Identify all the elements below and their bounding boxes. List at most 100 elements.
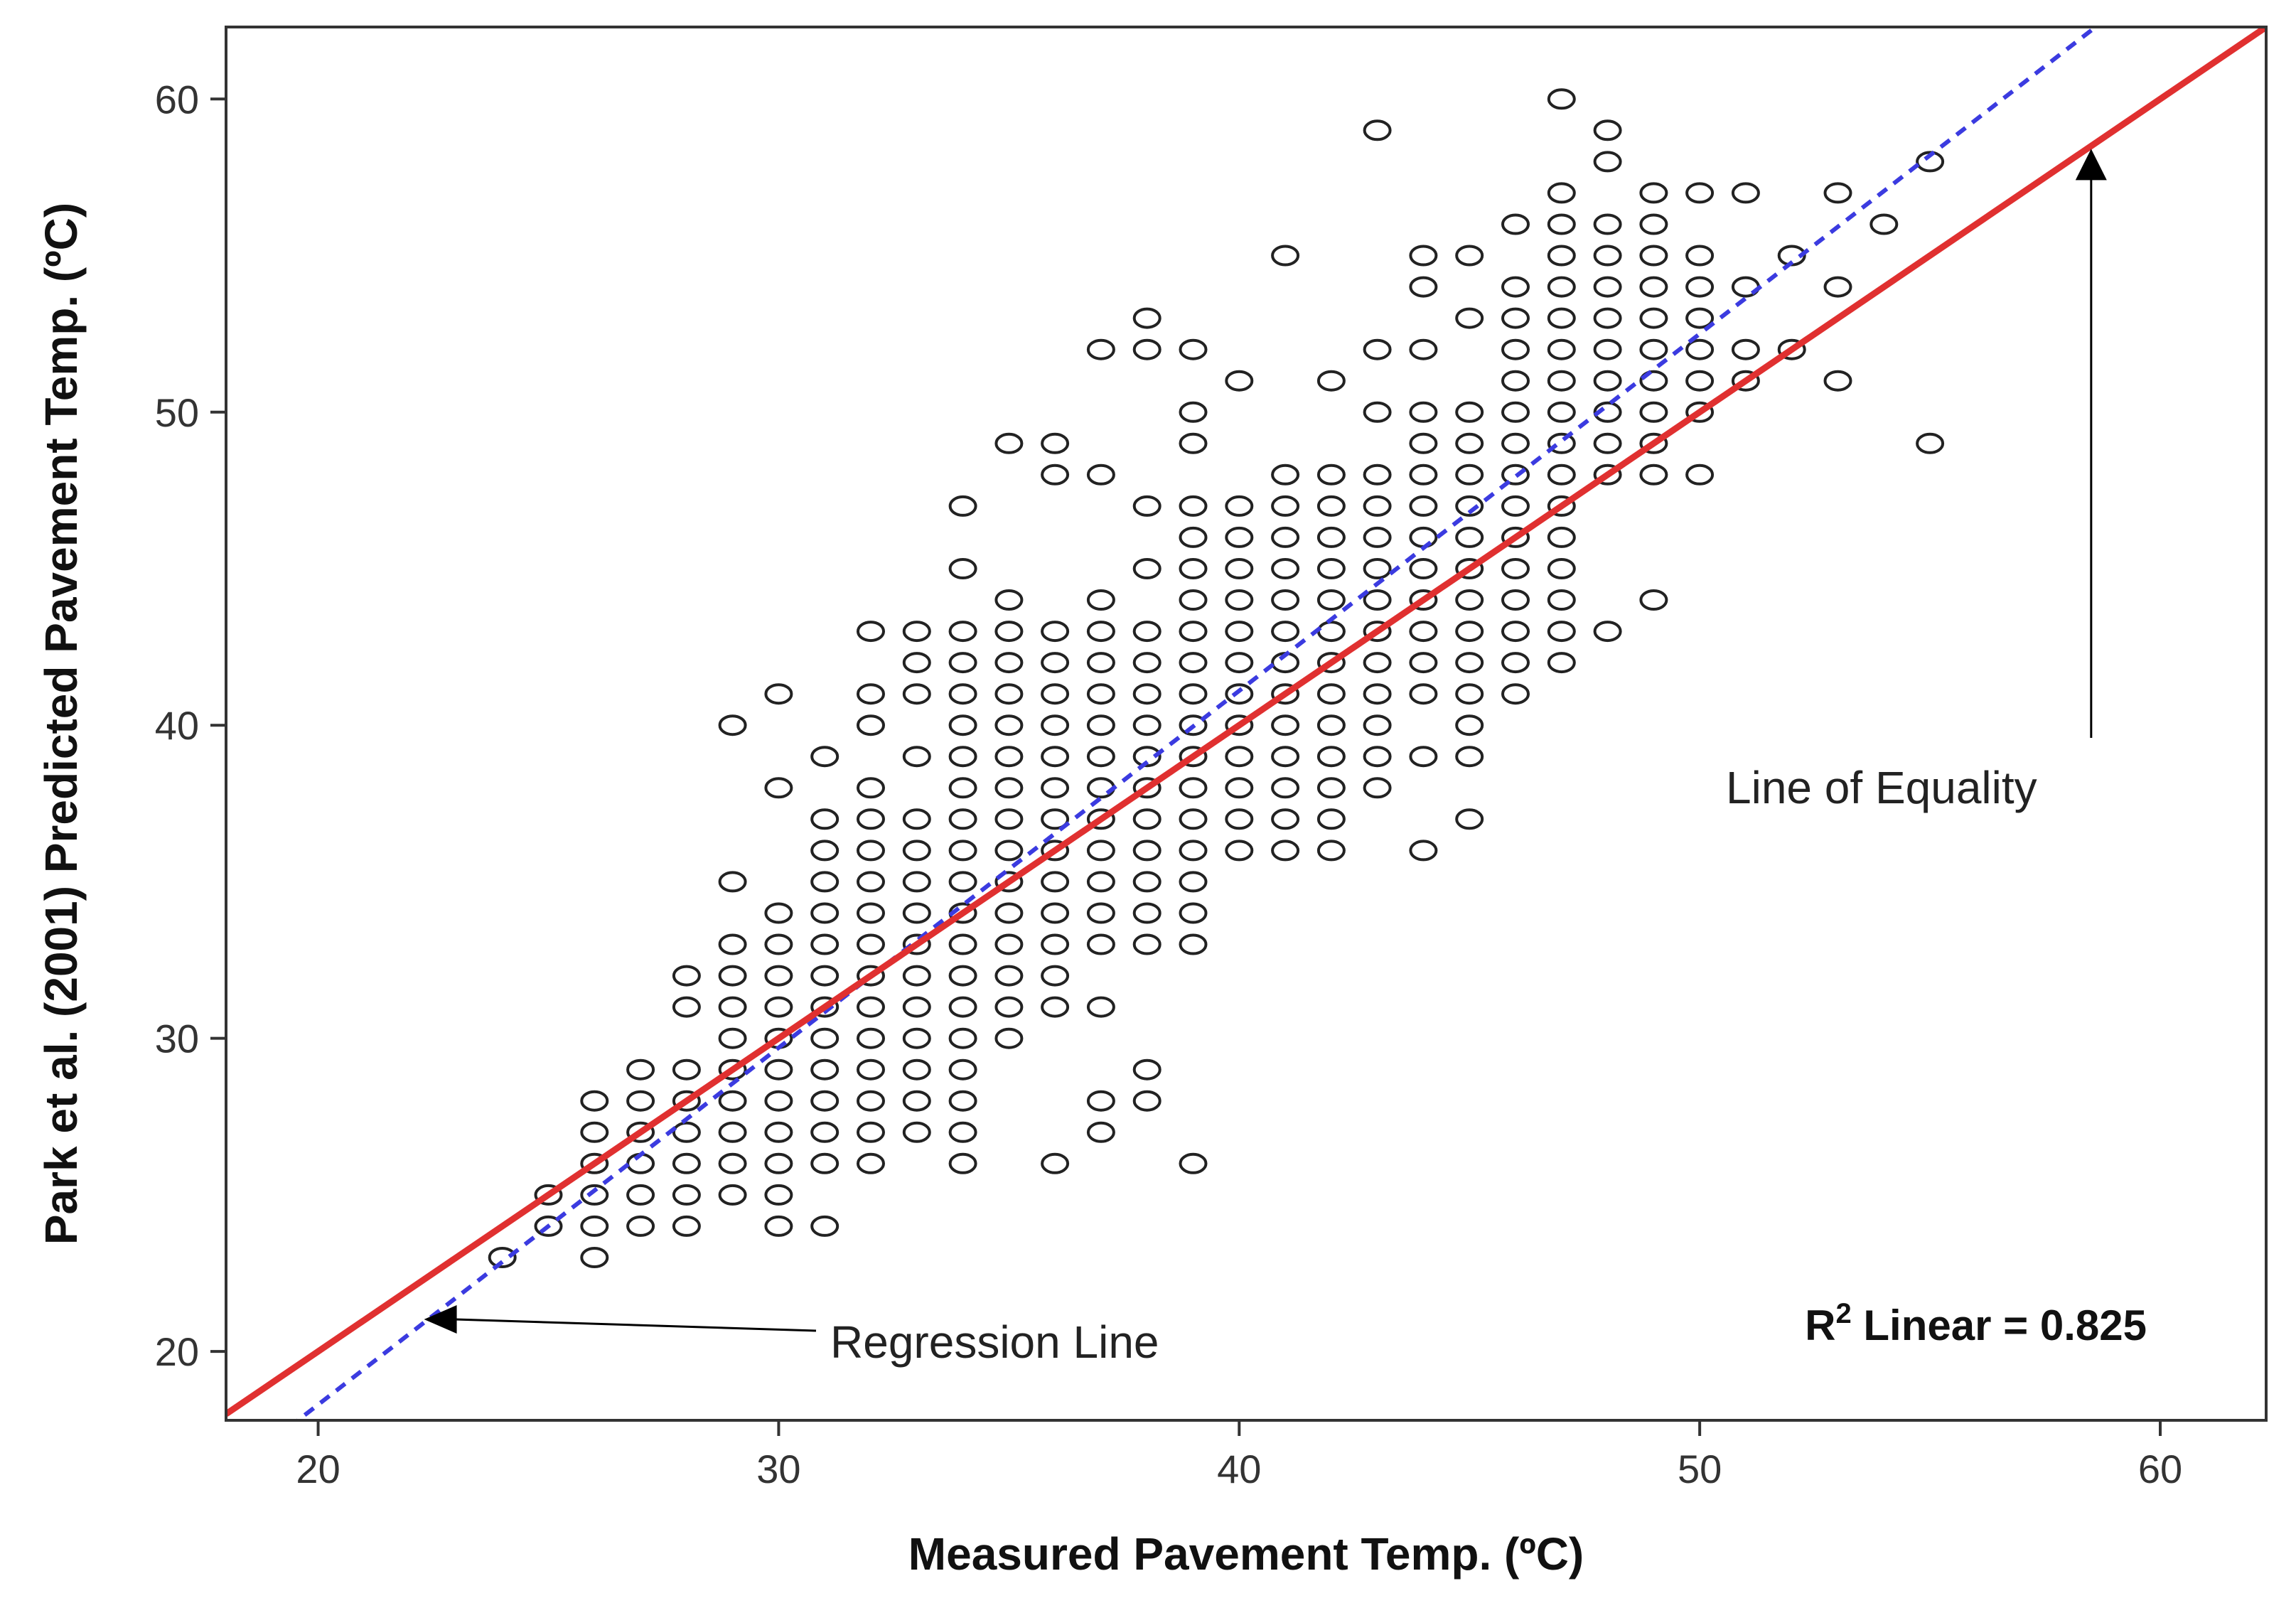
data-point [1593, 463, 1622, 486]
data-point [764, 933, 793, 955]
data-point [1086, 621, 1115, 643]
data-point [1179, 871, 1208, 893]
data-point [1041, 714, 1070, 736]
data-point [1225, 746, 1254, 768]
data-point [994, 996, 1024, 1018]
data-point [1179, 933, 1208, 955]
data-point [1639, 307, 1668, 329]
data-point [1132, 621, 1162, 643]
data-point [718, 1058, 747, 1081]
data-point [810, 965, 839, 987]
data-point [1547, 88, 1576, 110]
data-point [810, 746, 839, 768]
data-point [1271, 245, 1300, 267]
data-point [1593, 338, 1622, 360]
data-point [1316, 463, 1346, 486]
data-point [1455, 621, 1484, 643]
data-point [1041, 652, 1070, 674]
data-point [580, 1090, 609, 1112]
data-point [1639, 338, 1668, 360]
data-point [994, 621, 1024, 643]
data-point [1455, 652, 1484, 674]
y-tick-label: 50 [155, 390, 199, 435]
data-point [1409, 401, 1438, 423]
data-point [1271, 526, 1300, 548]
data-point [1132, 714, 1162, 736]
data-point [810, 840, 839, 862]
data-point [1179, 558, 1208, 579]
data-point [810, 996, 839, 1018]
data-point [948, 1090, 977, 1112]
data-point [1639, 276, 1668, 298]
data-point [1593, 401, 1622, 423]
data-point [994, 777, 1024, 799]
data-point [1041, 902, 1070, 924]
data-point [1041, 996, 1070, 1018]
data-point [1916, 432, 1945, 454]
data-point [1639, 432, 1668, 454]
data-point [626, 1058, 655, 1081]
data-point [718, 1184, 747, 1206]
data-point [1501, 495, 1530, 517]
plot-area-frame [225, 26, 2268, 1422]
data-point [672, 1152, 701, 1174]
data-point [948, 871, 977, 893]
data-point [764, 1121, 793, 1143]
data-point [1086, 746, 1115, 768]
data-point [948, 714, 977, 736]
data-point [1547, 652, 1576, 674]
data-point [994, 808, 1024, 830]
data-point [1041, 463, 1070, 486]
data-point [1639, 213, 1668, 235]
data-point [1455, 307, 1484, 329]
data-point [1455, 589, 1484, 611]
data-point [1271, 558, 1300, 579]
data-point [1593, 245, 1622, 267]
data-point [1316, 495, 1346, 517]
x-tick-label: 30 [756, 1447, 800, 1491]
data-point [1409, 463, 1438, 486]
data-point [948, 808, 977, 830]
data-point [1455, 526, 1484, 548]
data-point [1179, 714, 1208, 736]
data-point [1363, 746, 1392, 768]
data-point [994, 714, 1024, 736]
data-point [718, 871, 747, 893]
data-point [1731, 338, 1760, 360]
data-point [1363, 589, 1392, 611]
data-point [1593, 276, 1622, 298]
axis-ticks: 20 30 40 50 60 20 30 40 50 60 [155, 77, 2182, 1491]
data-point [1271, 683, 1300, 705]
data-point [1316, 840, 1346, 862]
data-point [764, 965, 793, 987]
data-point [1132, 683, 1162, 705]
data-point [1639, 182, 1668, 204]
data-point [1409, 495, 1438, 517]
data-point [764, 1152, 793, 1174]
data-point [1639, 589, 1668, 611]
data-point [1455, 714, 1484, 736]
data-point [1179, 526, 1208, 548]
data-point [857, 996, 885, 1018]
line-of-equality-annotation: Line of Equality [1726, 149, 2107, 813]
data-point [1409, 589, 1438, 611]
data-point [1547, 213, 1576, 235]
data-point [1225, 621, 1254, 643]
data-point [1132, 777, 1162, 799]
data-point [580, 1247, 609, 1268]
data-point [1041, 965, 1070, 987]
data-point [1409, 276, 1438, 298]
data-point [857, 1027, 885, 1049]
data-point [1547, 495, 1576, 517]
data-point [1041, 432, 1070, 454]
data-point [718, 714, 747, 736]
data-point [718, 1152, 747, 1174]
data-point [948, 933, 977, 955]
data-point [1501, 526, 1530, 548]
data-point [1501, 621, 1530, 643]
data-point [1409, 558, 1438, 579]
data-point [1086, 338, 1115, 360]
y-tick-label: 60 [155, 77, 199, 122]
data-point [857, 902, 885, 924]
data-point [810, 871, 839, 893]
